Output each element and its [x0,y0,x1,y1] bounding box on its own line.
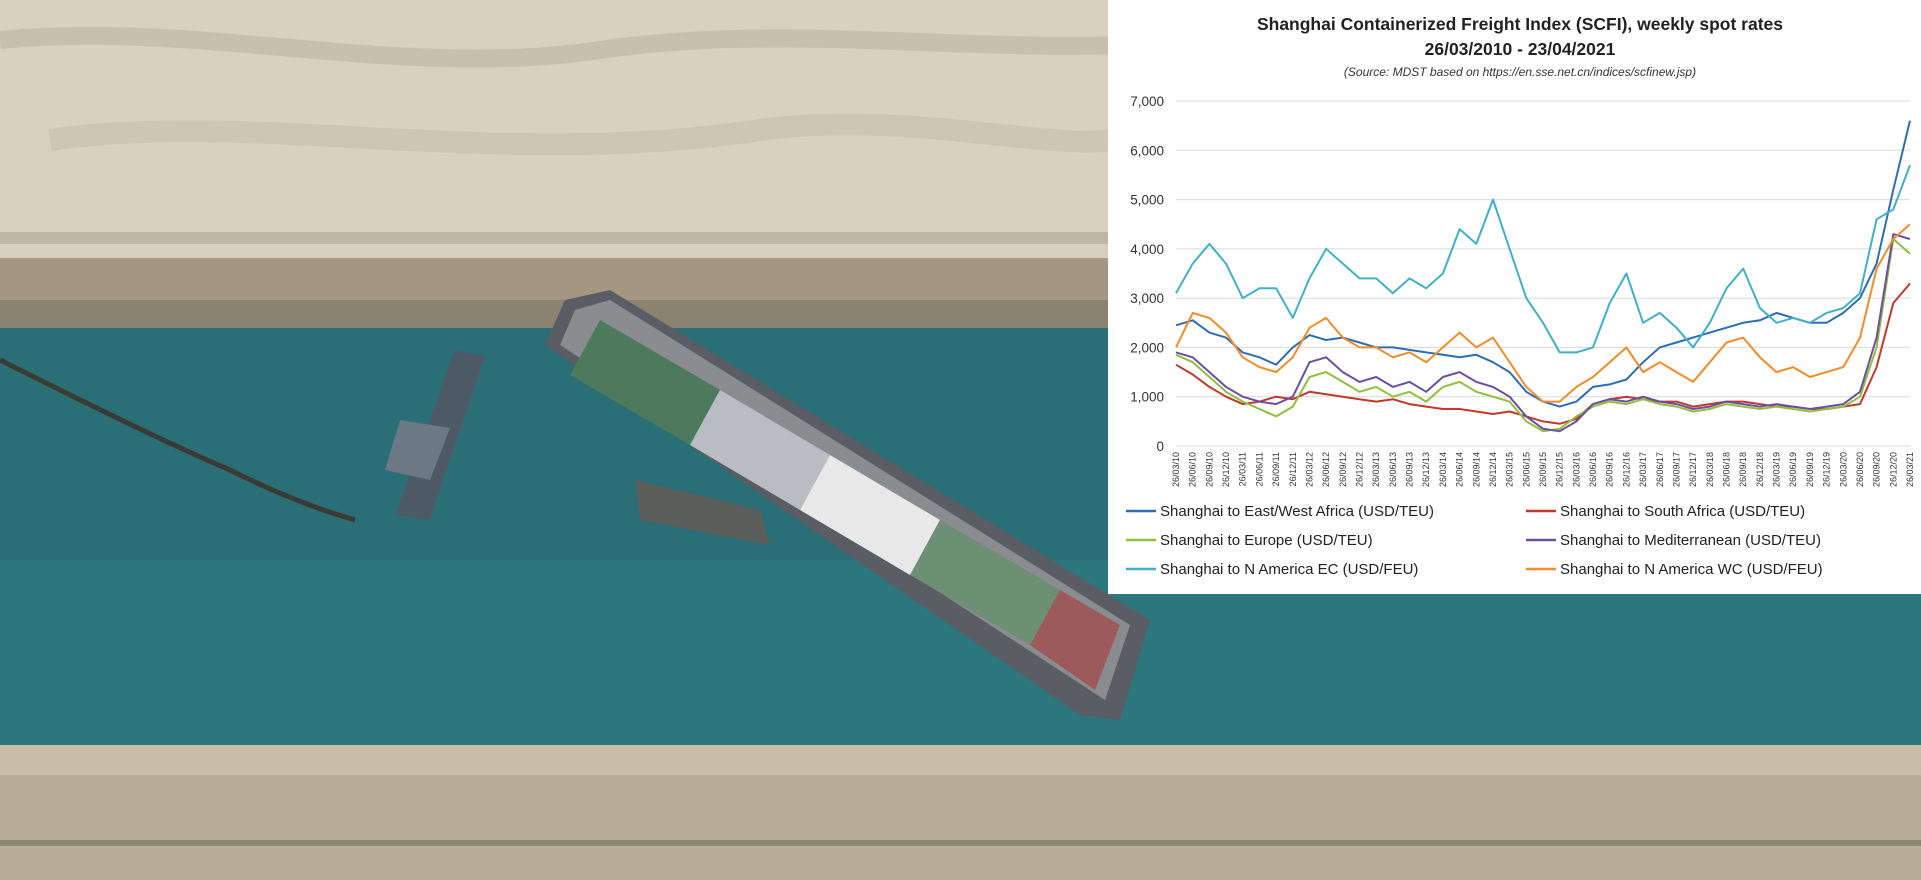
y-tick-label: 4,000 [1130,242,1164,257]
x-tick-label: 26/12/10 [1221,452,1231,487]
x-tick-label: 26/06/17 [1655,452,1665,487]
x-tick-label: 26/12/18 [1755,452,1765,487]
x-tick-label: 26/09/14 [1471,452,1481,487]
legend-item: Shanghai to N America WC (USD/FEU) [1526,561,1823,578]
legend-item: Shanghai to Europe (USD/TEU) [1126,532,1373,549]
x-axis-ticks: 26/03/10 26/06/10 26/09/10 26/12/10 26/03/11… [1171,452,1915,487]
x-tick-label: 26/06/14 [1455,452,1465,487]
x-tick-label: 26/12/19 [1822,452,1832,487]
x-tick-label: 26/03/18 [1705,452,1715,487]
scfi-line-chart: Shanghai Containerized Freight Index (SC… [1126,14,1915,578]
x-tick-label: 26/06/10 [1188,452,1198,487]
legend-label: Shanghai to Mediterranean (USD/TEU) [1560,532,1821,549]
tugboat [635,480,770,545]
sand-ridge [48,113,1112,156]
series-line-europe [1175,238,1911,433]
x-tick-label: 26/03/12 [1304,452,1314,487]
x-tick-label: 26/03/13 [1371,452,1381,487]
legend-label: Shanghai to N America WC (USD/FEU) [1560,561,1823,578]
x-tick-label: 26/09/12 [1338,452,1348,487]
chart-panel: Shanghai Containerized Freight Index (SC… [1108,0,1921,594]
legend-item: Shanghai to Mediterranean (USD/TEU) [1526,532,1821,549]
x-tick-label: 26/09/13 [1405,452,1415,487]
legend-label: Shanghai to N America EC (USD/FEU) [1160,561,1418,578]
desert-bank-bottom [0,775,1921,880]
dredger-pipeline [0,357,356,523]
y-tick-label: 7,000 [1130,94,1164,109]
chart-source: (Source: MDST based on https://en.sse.ne… [1344,65,1696,79]
x-tick-label: 26/12/13 [1421,452,1431,487]
dredger-vessel [385,350,485,520]
x-tick-label: 26/03/17 [1638,452,1648,487]
x-tick-label: 26/06/16 [1588,452,1598,487]
legend-label: Shanghai to South Africa (USD/TEU) [1560,503,1805,520]
y-tick-label: 6,000 [1130,143,1164,158]
x-tick-label: 26/12/20 [1888,452,1898,487]
y-axis-ticks: 0 1,000 2,000 3,000 4,000 5,000 6,000 7,000 [1130,94,1164,454]
x-tick-label: 26/09/18 [1738,452,1748,487]
x-tick-label: 26/06/13 [1388,452,1398,487]
x-tick-label: 26/09/15 [1538,452,1548,487]
x-tick-label: 26/06/15 [1521,452,1531,487]
container-ship-ever-given [545,290,1150,720]
legend: Shanghai to East/West Africa (USD/TEU) Sh… [1126,503,1823,578]
y-tick-label: 0 [1156,439,1164,454]
legend-label: Shanghai to Europe (USD/TEU) [1160,532,1373,549]
chart-title: Shanghai Containerized Freight Index (SC… [1257,14,1783,34]
x-tick-label: 26/12/17 [1688,452,1698,487]
x-tick-label: 26/03/15 [1505,452,1515,487]
x-tick-label: 26/09/16 [1605,452,1615,487]
x-tick-label: 26/03/16 [1571,452,1581,487]
x-tick-label: 26/06/19 [1788,452,1798,487]
x-tick-label: 26/06/12 [1321,452,1331,487]
legend-label: Shanghai to East/West Africa (USD/TEU) [1160,503,1434,520]
canal-edge-bottom [0,745,1921,775]
y-tick-label: 1,000 [1130,390,1164,405]
series-line-mediterranean [1175,233,1911,433]
x-tick-label: 26/03/11 [1238,452,1248,486]
x-tick-label: 26/12/15 [1555,452,1565,487]
chart-subtitle: 26/03/2010 - 23/04/2021 [1425,39,1616,59]
x-tick-label: 26/09/10 [1204,452,1214,487]
legend-item: Shanghai to N America EC (USD/FEU) [1126,561,1418,578]
x-tick-label: 26/12/12 [1355,452,1365,487]
y-tick-label: 5,000 [1130,193,1164,208]
x-tick-label: 26/06/20 [1855,452,1865,487]
series-line-n-america-ec [1175,164,1911,354]
x-tick-label: 26/12/14 [1488,452,1498,487]
road-bottom [0,840,1921,846]
x-tick-label: 26/09/20 [1872,452,1882,487]
x-tick-label: 26/03/21 [1905,452,1915,487]
x-tick-label: 26/03/19 [1772,452,1782,487]
x-tick-label: 26/03/20 [1838,452,1848,487]
x-tick-label: 26/12/16 [1621,452,1631,487]
gridlines [1176,100,1910,447]
x-tick-label: 26/03/14 [1438,452,1448,487]
y-tick-label: 3,000 [1130,291,1164,306]
x-tick-label: 26/06/11 [1254,452,1264,486]
x-tick-label: 26/12/11 [1288,452,1298,486]
legend-item: Shanghai to East/West Africa (USD/TEU) [1126,503,1434,520]
y-tick-label: 2,000 [1130,340,1164,355]
series-line-n-america-wc [1175,223,1911,403]
legend-item: Shanghai to South Africa (USD/TEU) [1526,503,1805,520]
x-tick-label: 26/09/19 [1805,452,1815,487]
x-tick-label: 26/09/17 [1671,452,1681,487]
series-lines [1175,120,1911,433]
x-tick-label: 26/09/11 [1271,452,1281,486]
x-tick-label: 26/06/18 [1722,452,1732,487]
sand-ridge [0,26,1201,68]
x-tick-label: 26/03/10 [1171,452,1181,487]
